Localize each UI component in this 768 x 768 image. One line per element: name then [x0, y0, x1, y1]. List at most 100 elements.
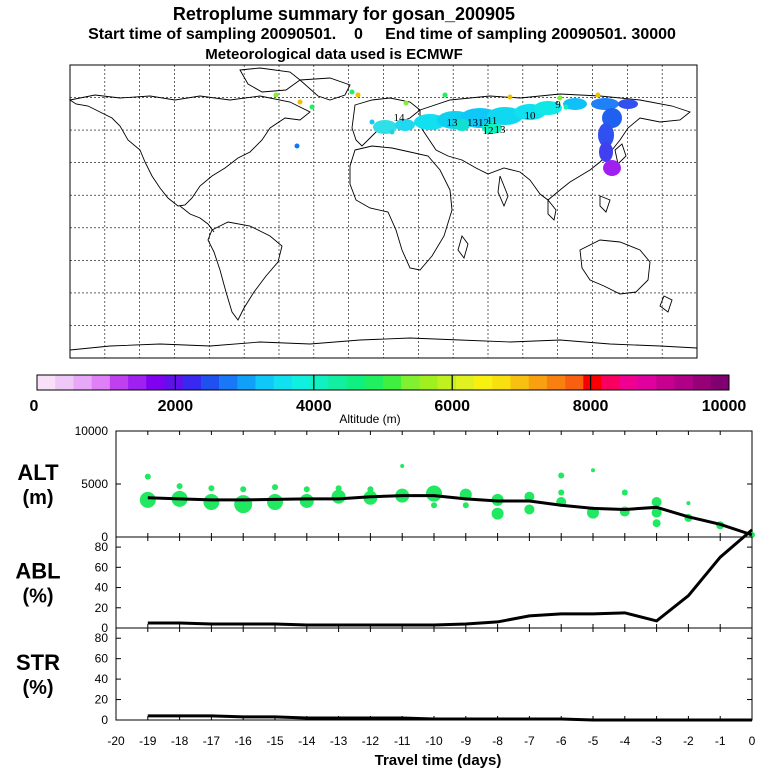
colorbar-segment: [528, 375, 548, 390]
alt-cluster-dot: [524, 491, 535, 502]
colorbar-segment: [291, 375, 311, 390]
alt-cluster-dot: [524, 504, 535, 515]
plume-blob: [395, 119, 415, 131]
plume-blob: [603, 160, 621, 176]
plume-dot: [389, 129, 395, 135]
x-tick-label: -8: [492, 734, 503, 748]
str-y-tick-label: 40: [95, 672, 109, 686]
x-tick-label: -3: [651, 734, 662, 748]
x-tick-label: -2: [683, 734, 694, 748]
colorbar-tick-label: 0: [30, 398, 39, 415]
plume-dot: [273, 92, 279, 98]
chart-title: Retroplume summary for gosan_200905: [172, 4, 516, 24]
x-axis-label: Travel time (days): [375, 752, 502, 768]
plume-day-label: 13: [495, 124, 507, 136]
colorbar-segment: [674, 375, 693, 390]
alt-cluster-dot: [139, 491, 156, 508]
x-tick-label: -9: [460, 734, 471, 748]
abl-y-tick-label: 80: [95, 540, 109, 554]
x-tick-label: -18: [171, 734, 189, 748]
str-y-tick-label: 20: [95, 693, 109, 707]
colorbar-tick-label: 6000: [434, 398, 470, 415]
sampling-time-line: Start time of sampling 20090501. 0 End t…: [88, 26, 676, 43]
x-tick-label: -7: [524, 734, 535, 748]
plume-blob: [618, 99, 638, 109]
plume-dot: [442, 92, 448, 98]
plume-dot: [369, 119, 375, 125]
x-tick-label: 0: [749, 734, 756, 748]
met-data-line: Meteorological data used is ECMWF: [205, 46, 463, 63]
colorbar-frame: [36, 374, 730, 391]
colorbar-segment: [474, 375, 493, 390]
colorbar-tick-label: 2000: [158, 398, 194, 415]
plume-dot: [507, 94, 513, 100]
plume-day-label: 1312: [467, 117, 489, 129]
str-panel-label: STR: [16, 650, 60, 675]
colorbar-segment: [328, 375, 347, 390]
colorbar-segment: [237, 375, 256, 390]
colorbar-segment: [164, 375, 183, 390]
colorbar-segment: [637, 375, 657, 390]
plume-dot: [563, 104, 569, 110]
plume-blob: [602, 108, 622, 128]
alt-cluster-dot: [462, 502, 469, 509]
colorbar-label: Altitude (m): [339, 412, 400, 426]
plume-blob: [599, 142, 613, 162]
str-series-line: [147, 714, 752, 722]
colorbar-segment: [565, 375, 584, 390]
plume-dot: [294, 143, 300, 149]
colorbar-segment: [619, 375, 639, 390]
plume-blob: [563, 98, 587, 110]
colorbar-segment: [437, 375, 457, 390]
plume-blob: [598, 123, 614, 147]
str-panel-unit: (%): [22, 677, 53, 699]
plume-dot: [297, 99, 303, 105]
colorbar-tick-label: 10000: [702, 398, 747, 415]
abl-y-tick-label: 60: [95, 560, 109, 574]
x-tick-label: -11: [394, 734, 411, 748]
colorbar-segment: [182, 375, 202, 390]
colorbar-segment: [219, 375, 238, 390]
alt-cluster-dot: [240, 486, 247, 493]
alt-y-tick-label: 0: [101, 530, 108, 544]
abl-y-tick-label: 40: [95, 581, 109, 595]
plume-dot: [355, 92, 361, 98]
str-y-tick-label: 60: [95, 652, 109, 666]
alt-cluster-dot: [400, 463, 405, 468]
abl-y-tick-label: 20: [95, 601, 109, 615]
x-tick-label: -10: [425, 734, 443, 748]
colorbar-segment: [73, 375, 92, 390]
x-tick-label: -19: [139, 734, 157, 748]
x-tick-label: -1: [715, 734, 726, 748]
plume-blob: [591, 98, 619, 110]
str-y-tick-label: 80: [95, 631, 109, 645]
colorbar-segment: [401, 375, 420, 390]
alt-cluster-dot: [558, 489, 565, 496]
colorbar-segment: [128, 375, 147, 390]
alt-cluster-dot: [652, 519, 661, 528]
alt-cluster-dot: [272, 484, 278, 491]
alt-series-line: [147, 494, 753, 537]
colorbar-segment: [364, 375, 384, 390]
alt-cluster-dot: [331, 489, 346, 504]
colorbar-segment: [601, 375, 621, 390]
abl-panel-unit: (%): [22, 586, 53, 608]
plume-day-label: 13: [447, 117, 459, 129]
colorbar-segment: [455, 375, 475, 390]
colorbar-segment: [346, 375, 366, 390]
x-tick-label: -14: [298, 734, 316, 748]
colorbar-tick-label: 4000: [296, 398, 332, 415]
abl-y-tick-label: 0: [101, 621, 108, 635]
alt-cluster-dot: [144, 473, 151, 480]
x-tick-label: -13: [330, 734, 348, 748]
colorbar-segment: [255, 375, 275, 390]
plume-dot: [595, 92, 601, 98]
colorbar-segment: [146, 375, 165, 390]
alt-panel-label: ALT: [17, 460, 59, 485]
colorbar-tick-label: 8000: [573, 398, 609, 415]
alt-cluster-dot: [176, 483, 183, 490]
colorbar-segment: [546, 375, 566, 390]
